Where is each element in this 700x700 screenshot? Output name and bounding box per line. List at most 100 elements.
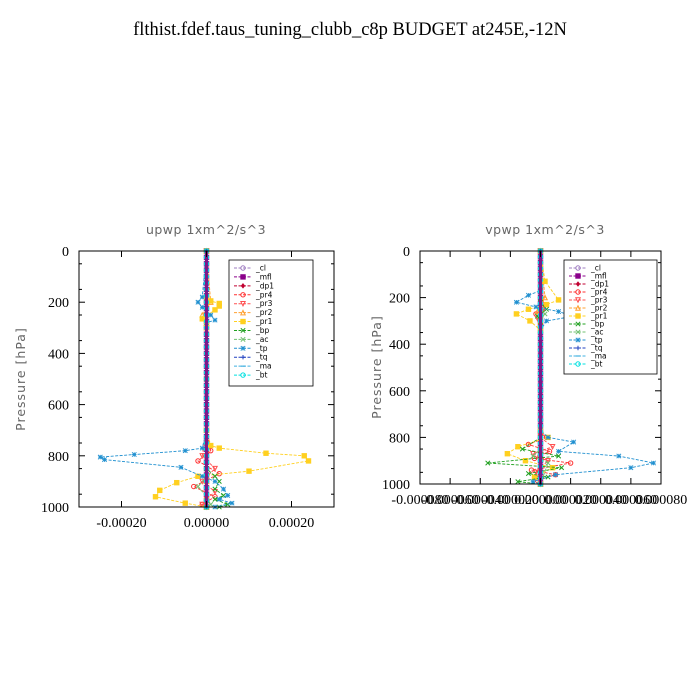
data-point [212,478,218,484]
data-point [216,478,222,484]
x-tick-label: -0.000080 [391,493,448,508]
data-point [650,460,656,466]
legend-item: _dp1 [569,280,609,289]
data-point [199,294,205,300]
series-pr1 [504,248,562,487]
legend-marker [240,327,246,334]
data-point [556,453,562,459]
legend-marker [239,309,247,316]
data-point [531,455,538,462]
x-tick-label: -0.000060 [422,493,479,508]
data-point [530,479,536,485]
legend-item: _cl [234,264,266,273]
chart-panel-1: upwp 1xm^2/s^3 Pressure [hPa] 0 200 400 600 80… [13,222,335,531]
data-point [216,445,222,451]
x-tick-label: 0.00020 [269,516,315,531]
legend-item: _mfl [234,272,272,281]
data-point [178,464,184,470]
data-point [546,448,553,455]
legend-marker [240,292,246,298]
legend-marker [240,345,246,351]
legend-label: _ma [255,362,272,371]
data-point [513,311,520,317]
data-point [556,309,562,315]
legend-item: _tq [234,353,268,362]
data-point [195,299,201,305]
data-point [543,301,550,308]
data-point [542,311,548,317]
y-tick-label: 600 [48,399,69,414]
legend: _cl_mfl_dp1_pr4_pr3_pr2_pr1_bp_ac_tp_tq_… [563,259,658,375]
data-point [542,278,548,284]
y-tick-label: 0 [62,245,69,260]
legend-marker [239,300,247,308]
data-point [567,460,574,466]
x-tick-label: 0.00000 [184,516,230,531]
data-point [628,465,634,471]
legend-label: _tq [590,344,603,353]
y-tick-label: 600 [389,385,410,400]
data-point [485,460,491,466]
data-point [199,478,206,485]
data-point [199,473,205,479]
x-tick-label: 0.000040 [575,493,628,508]
legend-label: _pr2 [590,304,608,313]
legend-item: _bp [234,326,270,335]
data-point [216,496,222,502]
data-point [545,434,551,440]
legend-label: _pr4 [255,290,273,299]
legend-item: _pr3 [234,299,273,308]
data-point [549,444,556,451]
x-tick-label: -0.00020 [96,516,146,531]
legend-label: _pr4 [590,288,608,297]
legend-item: _mfl [569,272,607,281]
series-line [98,250,234,508]
legend-marker [575,265,581,271]
y-tick-label: 200 [389,292,410,307]
legend-item: _ma [569,352,607,361]
legend-label: _bp [255,326,270,335]
data-point [533,304,539,310]
data-point [525,470,532,477]
legend-label: _mfl [255,272,272,281]
data-point [199,316,205,322]
data-point [504,451,511,457]
data-point [101,457,108,463]
data-point [97,454,103,460]
legend-label: _pr3 [255,299,273,308]
legend-marker [575,273,581,279]
legend-item: _pr4 [234,290,273,299]
legend-label: _pr1 [590,312,608,321]
legend-marker [574,297,582,304]
legend-item: _bt [569,360,603,369]
data-point [208,312,214,318]
legend: _cl_mfl_dp1_pr4_pr3_pr2_pr1_bp_ac_tp_tq_… [228,259,314,387]
legend-marker [575,337,581,343]
legend-marker [574,304,582,311]
x-tick-label: -0.000040 [452,493,509,508]
y-tick-label: 400 [48,347,69,362]
data-point [515,479,521,485]
data-point [555,297,562,303]
y-axis-label: Pressure [hPa] [369,315,384,419]
legend-marker [575,313,581,319]
data-point [199,501,206,508]
legend-marker [575,345,581,351]
legend-item: _cl [569,264,601,273]
legend-label: _tp [590,336,603,345]
data-point [544,318,550,324]
data-point [195,483,201,490]
legend-label: _bt [590,360,603,369]
data-point [152,494,159,500]
legend-marker [240,265,246,271]
data-point [191,483,197,490]
y-axis-label: Pressure [hPa] [13,327,28,431]
legend-marker [240,283,246,289]
legend-item: _dp1 [234,281,274,290]
data-point [212,473,218,479]
legend-label: _dp1 [590,280,609,289]
legend-label: _cl [590,264,601,273]
data-point [208,501,214,507]
legend-marker [575,329,581,335]
data-point [212,496,218,502]
